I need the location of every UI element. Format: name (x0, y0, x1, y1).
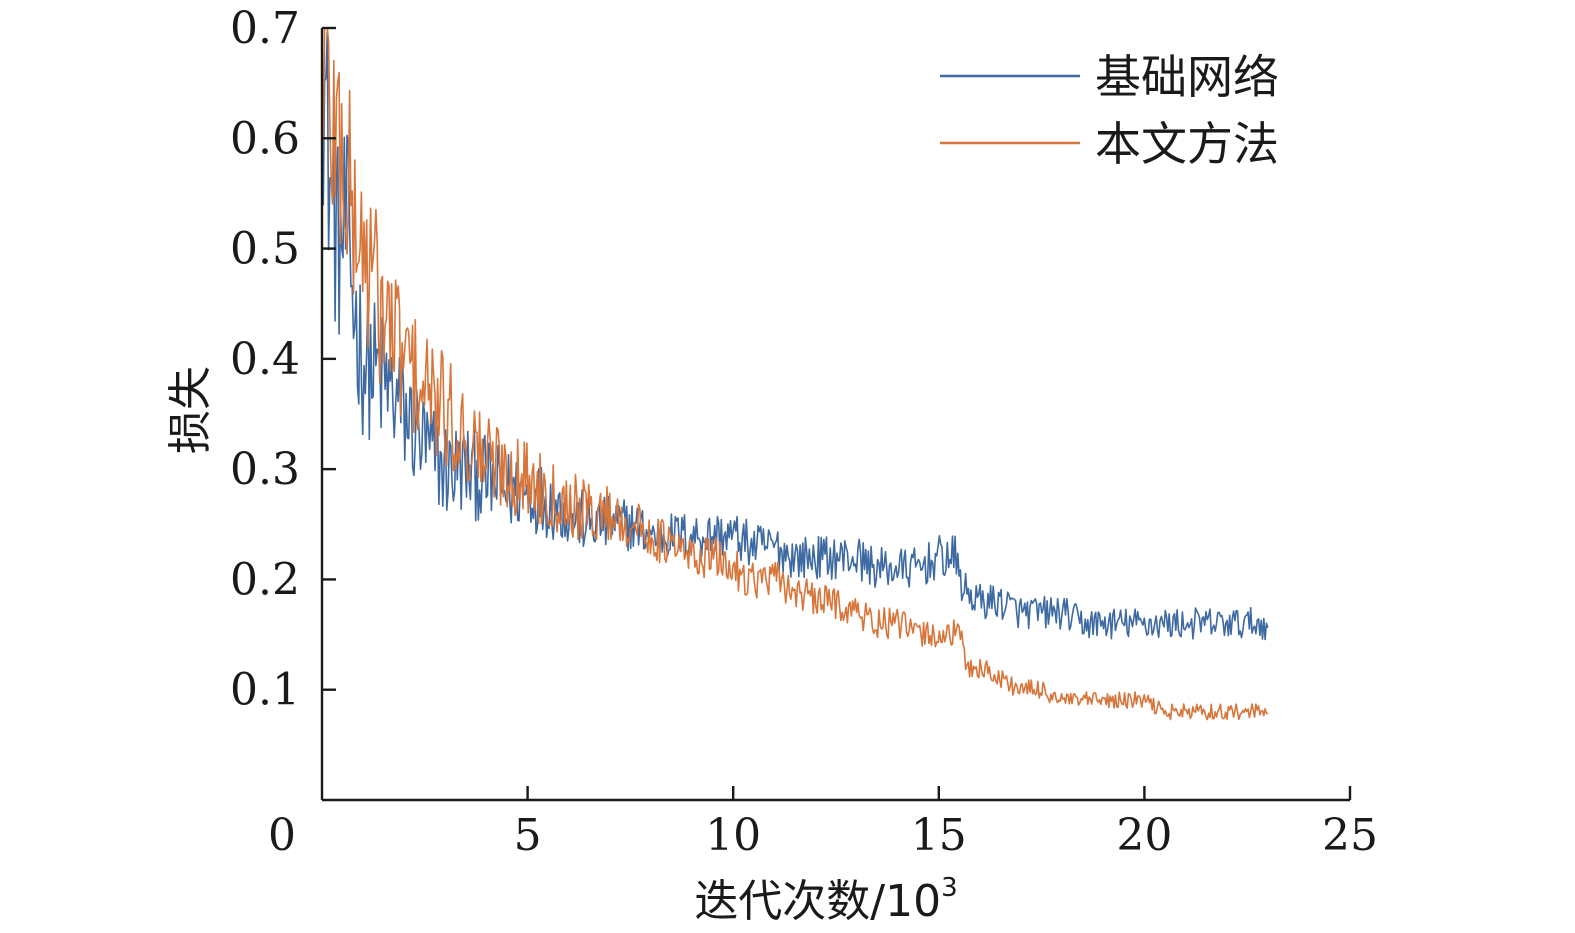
legend-label-our-method: 本文方法 (1095, 117, 1279, 171)
y-tick-label: 0.7 (230, 3, 300, 54)
x-tick-label: 10 (705, 810, 761, 861)
y-tick-label: 0.6 (230, 113, 300, 164)
series-line-base-network (321, 31, 1269, 641)
x-axis-title: 迭代次数/103 (694, 873, 957, 927)
x-tick-label: 0 (268, 810, 296, 861)
x-axis-title-main: 迭代次数/10 (694, 876, 941, 927)
x-tick-label: 5 (514, 810, 542, 861)
series-layer (321, 27, 1269, 721)
y-tick-label: 0.2 (230, 554, 300, 605)
y-tick-label: 0.4 (230, 334, 300, 385)
y-tick-label: 0.1 (230, 665, 300, 716)
series-line-our-method (321, 27, 1269, 721)
y-tick-label: 0.5 (230, 224, 300, 275)
x-tick-label: 20 (1116, 810, 1172, 861)
legend-label-base-network: 基础网络 (1095, 50, 1279, 104)
ticks-layer: 0 5 10 15 20 25 0.1 0.2 0.3 0.4 0.5 0.6 0.7 (230, 3, 1378, 861)
x-tick-label: 25 (1322, 810, 1378, 861)
legend: 基础网络 本文方法 (940, 50, 1279, 171)
x-axis-title-exponent: 3 (941, 873, 958, 903)
y-tick-label: 0.3 (230, 444, 300, 495)
y-axis-title: 损失 (165, 366, 216, 454)
axes-layer (320, 28, 1350, 802)
x-tick-label: 15 (911, 810, 967, 861)
